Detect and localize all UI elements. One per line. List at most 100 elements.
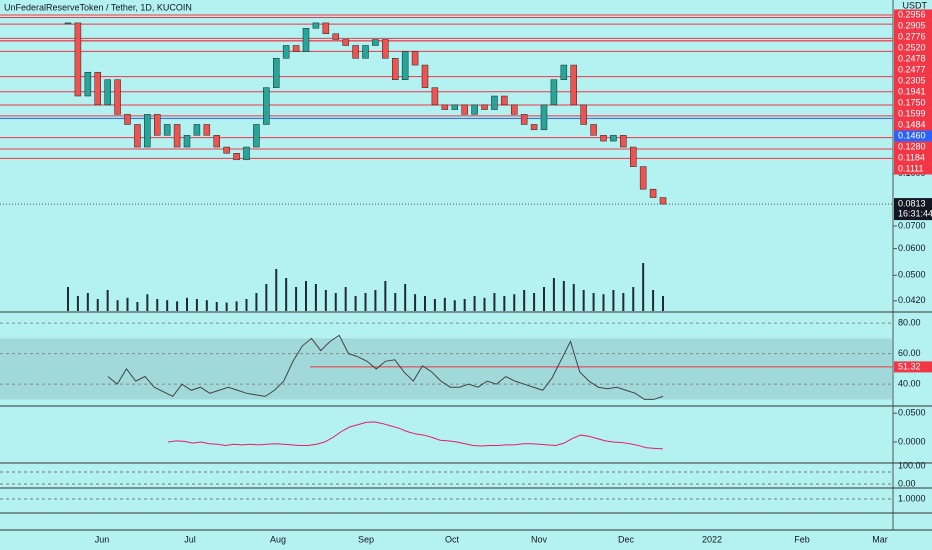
volume-bar (285, 278, 288, 311)
volume-bar (424, 296, 426, 311)
candle (342, 39, 349, 46)
level-label-box (894, 97, 932, 109)
volume-bar (572, 284, 575, 311)
volume-bar (513, 294, 516, 311)
level-label-box (894, 9, 932, 21)
candle (253, 124, 260, 148)
level-label-box (894, 20, 932, 32)
candle (183, 135, 191, 148)
volume-bar (582, 290, 585, 311)
level-label: 0.1184 (898, 152, 925, 162)
candle (520, 114, 528, 125)
candle (312, 22, 320, 29)
volume-bar (473, 296, 476, 311)
level-label: 0.2956 (898, 9, 926, 19)
candle (233, 153, 240, 161)
volume-bar (374, 290, 377, 311)
rsi-tick-label: 80.00 (898, 318, 921, 328)
volume-bar (414, 294, 417, 311)
level-label: 0.2478 (898, 53, 926, 63)
level-label: 0.2477 (898, 64, 926, 74)
candle (282, 45, 290, 59)
candle (580, 104, 587, 125)
candle (570, 64, 577, 106)
level-label: 0.2305 (898, 75, 926, 85)
candle (84, 71, 92, 97)
level-label: 0.1111 (898, 163, 924, 173)
volume-bar (503, 296, 506, 311)
volume-bar (463, 299, 466, 311)
x-tick-label: Mar (872, 534, 888, 544)
level-label-box (894, 53, 932, 65)
volume-bar (334, 293, 337, 311)
candle (154, 114, 161, 136)
x-tick-label: Oct (445, 534, 460, 544)
level-label-box (894, 119, 932, 131)
candle (620, 135, 627, 148)
volume-bar (265, 284, 268, 311)
volume-bar (642, 263, 645, 311)
candle (302, 27, 310, 52)
volume-bar (662, 296, 664, 311)
volume-bar (453, 300, 456, 311)
volume-bar (533, 293, 536, 311)
volume-bar (305, 281, 307, 311)
volume-bar (324, 290, 327, 311)
candle (540, 104, 548, 131)
x-tick-label: 2022 (702, 534, 722, 544)
level-label-box (894, 108, 932, 120)
y-tick-label: 0.0500 (898, 270, 926, 280)
rsi-tick-label: 40.00 (898, 379, 921, 389)
candle (173, 124, 181, 148)
volume-bar (433, 299, 436, 311)
volume-bar (622, 293, 625, 311)
volume-bar (126, 297, 129, 311)
level-label-box (894, 75, 932, 87)
volume-bar (523, 290, 526, 311)
level-label: 0.2776 (898, 31, 926, 41)
last-price: 0.0813 (898, 198, 926, 208)
candle (590, 124, 597, 136)
candle (659, 197, 667, 205)
candle (560, 64, 568, 80)
candle (639, 166, 647, 190)
rsi-line (107, 334, 664, 400)
level-label: 0.2520 (898, 42, 926, 52)
volume-bar (275, 269, 278, 311)
volume-bar (205, 300, 208, 311)
volume-bar (255, 293, 258, 311)
y-tick-label: 0.0700 (898, 220, 926, 230)
level-label-box (894, 141, 932, 153)
candle (649, 188, 657, 198)
volume-bar (354, 296, 357, 311)
volume-bar (166, 300, 169, 311)
volume-bar (612, 290, 615, 311)
macd-tick-label: 0.0000 (898, 436, 926, 446)
volume-bar (552, 278, 555, 311)
candle (481, 104, 488, 110)
candle (401, 51, 409, 80)
level-label-box (894, 130, 932, 142)
currency: USDT (903, 0, 928, 10)
candle (372, 39, 379, 46)
rsi-tick-label: 60.00 (898, 348, 921, 358)
volume-bar (592, 293, 595, 311)
candle (144, 114, 151, 148)
candle (124, 114, 131, 125)
volume-bar (186, 297, 188, 311)
candle (411, 51, 419, 66)
volume-bar (543, 287, 545, 311)
macd-line (167, 421, 664, 450)
candle (134, 124, 141, 148)
y-tick-label: 0.0420 (898, 295, 926, 305)
candle (471, 104, 478, 115)
level-label: 0.1460 (898, 130, 926, 140)
volume-bar (394, 293, 397, 311)
candle (441, 104, 449, 110)
candle (610, 135, 617, 142)
candle (530, 124, 538, 131)
volume-bar (235, 301, 238, 311)
candle (213, 135, 220, 148)
